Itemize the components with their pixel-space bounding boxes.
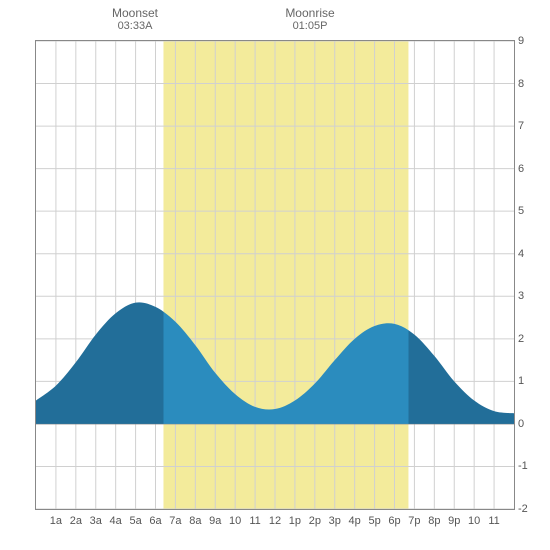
chart-plot-area: -2-10123456789 1a2a3a4a5a6a7a8a9a1011121… [35,40,515,510]
x-tick-label: 6p [388,515,400,527]
x-tick-label: 5p [368,515,380,527]
x-tick-label: 5a [129,515,141,527]
x-tick-label: 10 [468,515,480,527]
y-tick-label: 8 [518,78,532,90]
x-tick-label: 1p [289,515,301,527]
x-tick-label: 4a [110,515,122,527]
chart-svg [36,41,514,509]
y-tick-label: 6 [518,163,532,175]
x-tick-label: 3p [329,515,341,527]
y-tick-label: 9 [518,35,532,47]
y-tick-label: 7 [518,120,532,132]
x-tick-label: 7p [408,515,420,527]
y-tick-label: -2 [518,503,532,515]
x-tick-label: 8p [428,515,440,527]
y-tick-label: -1 [518,460,532,472]
moonset-title: Moonset [105,6,165,20]
moonset-label: Moonset 03:33A [105,6,165,32]
x-tick-label: 12 [269,515,281,527]
y-tick-label: 2 [518,333,532,345]
x-tick-label: 10 [229,515,241,527]
y-tick-label: 5 [518,205,532,217]
moonrise-time: 01:05P [280,20,340,32]
x-tick-label: 7a [169,515,181,527]
x-tick-label: 2p [309,515,321,527]
x-tick-label: 6a [149,515,161,527]
y-tick-label: 3 [518,290,532,302]
x-tick-label: 2a [70,515,82,527]
x-tick-label: 4p [349,515,361,527]
x-tick-label: 11 [249,515,260,527]
moonrise-label: Moonrise 01:05P [280,6,340,32]
moonrise-title: Moonrise [280,6,340,20]
x-tick-label: 8a [189,515,201,527]
y-tick-label: 4 [518,248,532,260]
x-tick-label: 11 [488,515,499,527]
x-tick-label: 3a [90,515,102,527]
x-tick-label: 9p [448,515,460,527]
y-tick-label: 1 [518,375,532,387]
x-tick-label: 9a [209,515,221,527]
tide-chart-container: Moonset 03:33A Moonrise 01:05P -2-101234… [0,0,550,550]
x-tick-label: 1a [50,515,62,527]
moonset-time: 03:33A [105,20,165,32]
y-tick-label: 0 [518,418,532,430]
